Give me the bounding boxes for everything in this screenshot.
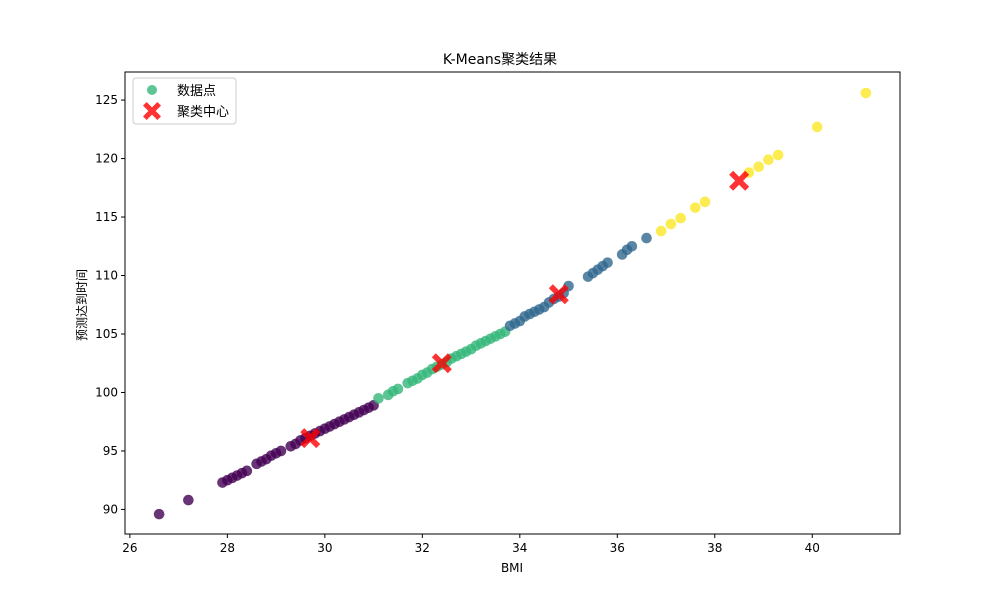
legend-box (132, 77, 237, 125)
data-point (183, 494, 194, 506)
data-point (655, 225, 667, 237)
x-tick-label: 30 (317, 541, 332, 555)
x-tick-label: 34 (512, 541, 527, 555)
plot-area (153, 87, 872, 520)
data-point (241, 465, 253, 477)
cluster-center (548, 284, 569, 305)
axis-ticks: 26 28 30 32 34 36 38 40 90 95 100 105 110 115 120 125 (95, 93, 820, 555)
data-point (811, 121, 823, 133)
data-point (602, 257, 613, 268)
legend-label-points: 数据点 (177, 84, 216, 99)
axes-frame (124, 71, 901, 535)
x-tick-label: 28 (220, 541, 235, 555)
legend-label-centers: 聚类中心 (177, 105, 229, 120)
x-tick-label: 40 (805, 541, 820, 555)
y-tick-label: 95 (103, 444, 118, 458)
data-point (392, 383, 404, 395)
y-tick-label: 100 (95, 385, 118, 399)
y-tick-label: 105 (95, 327, 118, 341)
data-point (772, 149, 784, 161)
cluster-center (431, 353, 452, 374)
data-point (763, 154, 774, 166)
y-tick-label: 110 (95, 269, 118, 283)
data-point (689, 202, 701, 213)
data-point (641, 232, 652, 244)
data-point (860, 87, 872, 99)
y-tick-label: 120 (95, 152, 118, 166)
x-tick-label: 36 (610, 541, 625, 555)
legend-point-marker (147, 85, 157, 95)
data-point (665, 218, 677, 230)
legend-center-marker (143, 102, 161, 120)
y-axis-label: 预测达到时间 (75, 269, 89, 341)
x-axis-label: BMI (501, 561, 523, 575)
data-point (626, 240, 638, 252)
y-tick-label: 115 (95, 210, 118, 224)
y-tick-label: 90 (103, 502, 118, 516)
chart-title: K-Means聚类结果 (443, 52, 557, 68)
y-tick-label: 125 (95, 93, 118, 107)
cluster-center (300, 428, 321, 449)
legend: 数据点 聚类中心 (132, 77, 237, 125)
data-point (153, 508, 165, 520)
x-tick-label: 26 (122, 541, 137, 555)
data-point (373, 393, 384, 404)
cluster-center (729, 170, 750, 191)
data-point (753, 161, 764, 173)
x-tick-label: 38 (707, 541, 722, 555)
data-point (675, 212, 686, 224)
data-point (699, 196, 711, 208)
x-tick-label: 32 (415, 541, 430, 555)
data-point (275, 445, 287, 457)
